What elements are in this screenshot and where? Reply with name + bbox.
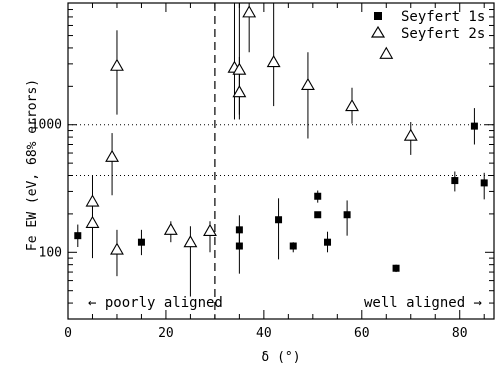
well-aligned-annotation: well aligned → <box>364 295 482 311</box>
seyfert-2-marker <box>266 54 281 68</box>
x-axis-label: δ (°) <box>261 350 300 365</box>
seyfert-2-marker <box>110 242 124 255</box>
reference-lines <box>68 124 494 176</box>
seyfert-2-marker <box>379 46 394 59</box>
seyfert-2-marker <box>242 5 257 18</box>
legend-label-seyfert-2s: Seyfert 2s <box>401 26 485 42</box>
seyfert-1-marker <box>451 177 459 185</box>
legend-label-seyfert-1s: Seyfert 1s <box>401 9 485 25</box>
y-axis-label: Fe EW (eV, 68% errors) <box>25 79 40 251</box>
data-markers <box>74 5 488 272</box>
seyfert-1-marker <box>470 122 478 130</box>
seyfert-1-marker <box>137 238 145 246</box>
x-tick-label: 20 <box>158 326 174 341</box>
seyfert-1-marker <box>324 238 332 246</box>
seyfert-1-marker <box>289 242 297 250</box>
legend-triangle-marker <box>370 25 386 38</box>
seyfert-2-marker <box>203 223 217 237</box>
tick-labels: 0 20 40 60 80 100 1000 <box>31 118 468 341</box>
y-tick-label: 100 <box>39 245 62 260</box>
seyfert-1-marker <box>392 264 400 272</box>
seyfert-1-marker <box>314 192 322 200</box>
seyfert-2-marker <box>110 58 124 71</box>
seyfert-1-marker <box>74 232 82 240</box>
seyfert-2-marker <box>232 85 247 98</box>
seyfert-2-marker <box>85 194 100 207</box>
legend-square-marker <box>374 12 382 20</box>
x-tick-label: 80 <box>452 326 468 341</box>
seyfert-2-marker <box>163 222 178 235</box>
seyfert-2-marker <box>300 77 315 91</box>
seyfert-1-marker <box>343 211 351 219</box>
seyfert-2-marker <box>183 235 198 248</box>
plot-frame <box>67 2 495 320</box>
seyfert-2-marker <box>105 149 120 162</box>
poorly-aligned-annotation: ← poorly aligned <box>88 295 223 311</box>
x-tick-label: 40 <box>256 326 272 341</box>
seyfert-1-marker <box>314 211 322 219</box>
seyfert-1-marker <box>235 242 243 250</box>
seyfert-2-marker <box>345 98 359 112</box>
seyfert-1-marker <box>480 179 488 187</box>
axis-ticks <box>67 2 494 320</box>
seyfert-2-marker <box>232 62 247 75</box>
error-bars <box>77 3 485 297</box>
y-tick-label: 1000 <box>31 118 62 133</box>
seyfert-2-marker <box>85 215 100 228</box>
seyfert-1-marker <box>235 226 243 234</box>
x-tick-label: 60 <box>354 326 370 341</box>
x-tick-label: 0 <box>64 326 72 341</box>
seyfert-2-marker <box>403 128 418 141</box>
legend: Seyfert 1s Seyfert 2s <box>370 9 485 42</box>
seyfert-1-marker <box>275 216 283 224</box>
